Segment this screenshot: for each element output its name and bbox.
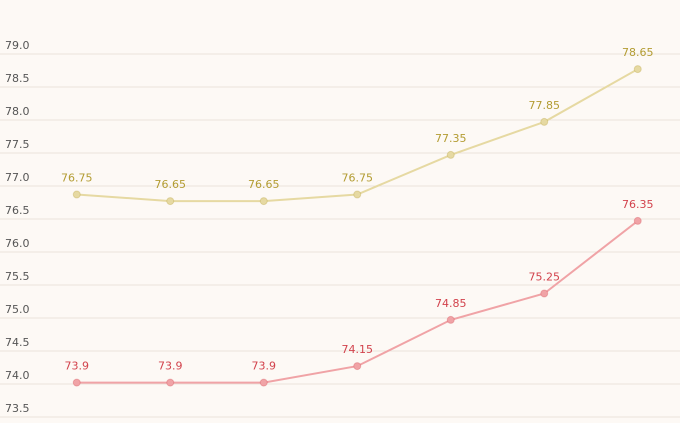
- y-tick-label: 75.0: [5, 303, 30, 316]
- y-tick-label: 78.5: [5, 72, 30, 85]
- series-line: [76, 220, 639, 384]
- data-label: 76.75: [61, 172, 93, 185]
- data-point: [166, 197, 175, 206]
- data-point: [259, 197, 268, 206]
- data-label: 76.35: [622, 198, 654, 211]
- data-label: 76.75: [342, 172, 374, 185]
- y-tick-label: 77.5: [5, 138, 30, 151]
- data-label: 73.9: [65, 360, 90, 373]
- data-label: 74.85: [435, 297, 467, 310]
- data-label: 76.65: [155, 178, 187, 191]
- y-tick-label: 79.0: [5, 39, 30, 52]
- data-point: [446, 150, 455, 159]
- data-point: [633, 216, 642, 225]
- data-point: [72, 190, 81, 199]
- y-tick-label: 75.5: [5, 270, 30, 283]
- data-point: [259, 378, 268, 387]
- y-tick-label: 76.0: [5, 237, 30, 250]
- data-label: 77.85: [529, 99, 561, 112]
- y-tick-label: 77.0: [5, 171, 30, 184]
- data-point: [166, 378, 175, 387]
- data-point: [633, 65, 642, 74]
- y-tick-label: 76.5: [5, 204, 30, 217]
- data-point: [72, 378, 81, 387]
- data-label: 75.25: [529, 271, 561, 284]
- data-label: 77.35: [435, 132, 467, 145]
- data-point: [540, 289, 549, 298]
- data-point: [540, 117, 549, 126]
- data-label: 73.9: [252, 360, 277, 373]
- data-point: [446, 315, 455, 324]
- data-label: 73.9: [158, 360, 183, 373]
- y-tick-label: 74.5: [5, 336, 30, 349]
- data-label: 74.15: [342, 343, 374, 356]
- data-label: 78.65: [622, 46, 654, 59]
- data-point: [353, 190, 362, 199]
- y-tick-label: 73.5: [5, 402, 30, 415]
- y-tick-label: 78.0: [5, 105, 30, 118]
- data-point: [353, 362, 362, 371]
- data-label: 76.65: [248, 178, 280, 191]
- y-tick-label: 74.0: [5, 369, 30, 382]
